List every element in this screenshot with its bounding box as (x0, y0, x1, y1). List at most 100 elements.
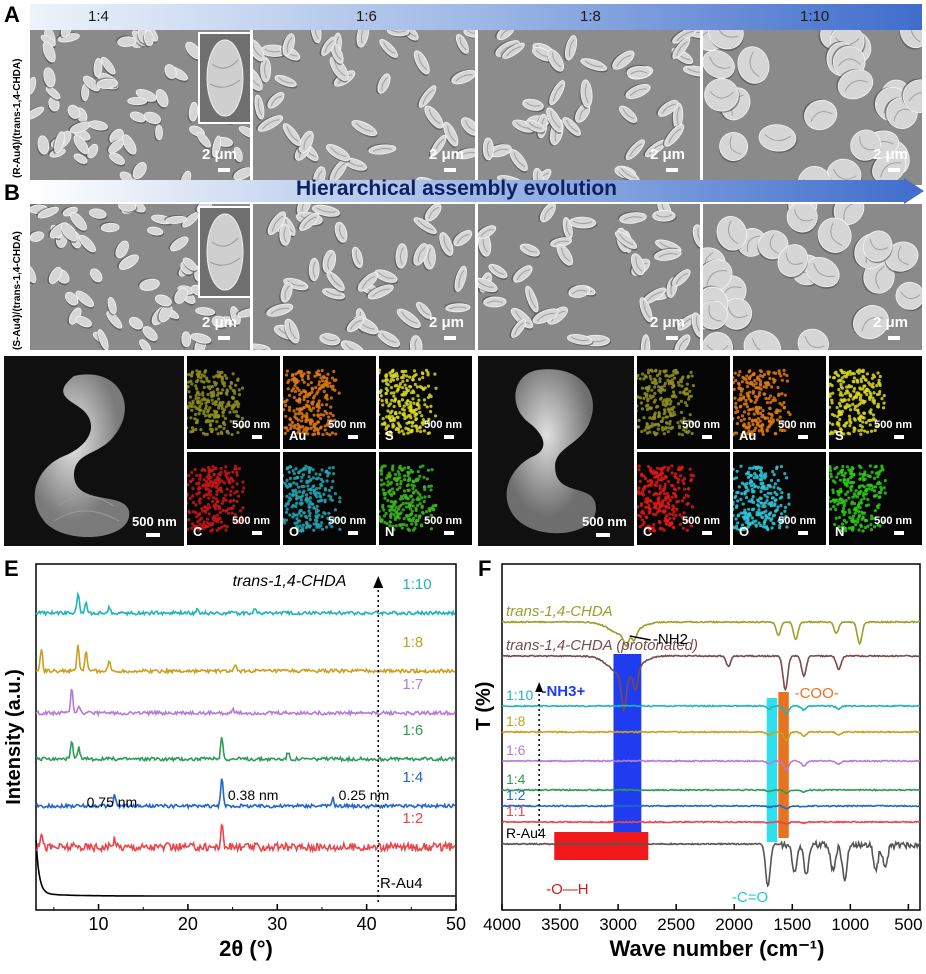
panel-d-map-scale-text: 500 nm (874, 515, 912, 527)
xrd-series-line (35, 688, 457, 718)
ftir-tick-label: 500 (894, 915, 922, 934)
scale-text-a-3: 2 μm (873, 146, 909, 163)
xrd-series-label: 1:8 (402, 634, 423, 651)
assembly-arrow-banner (30, 178, 924, 204)
panel-c-map-label: O (289, 524, 300, 539)
panel-d-map-scale-bar (894, 435, 904, 439)
ftir-label-nh2: -NH2 (653, 631, 688, 648)
panel-d-map-label: C (643, 524, 653, 539)
xrd-frame (35, 563, 457, 911)
ftir-tick-label: 3000 (599, 915, 637, 934)
ftir-series-label: 1:10 (506, 687, 533, 703)
panel-c-map-scale-text: 500 nm (424, 419, 462, 431)
xrd-series-label: 1:6 (402, 722, 423, 739)
scale-bar-b-0 (218, 336, 230, 340)
ftir-tick-label: 3500 (541, 915, 579, 934)
ftir-band-oh (554, 832, 649, 860)
panel-c-map-scale-text: 500 nm (232, 419, 270, 431)
xrd-top-label: trans-1,4-CHDA (233, 573, 347, 590)
sem-a-1-6 (253, 30, 475, 185)
scale-bar-a-1 (444, 168, 456, 172)
ratio-gradient-bar (30, 4, 922, 30)
panel-c-map-label: Au (289, 428, 307, 443)
panel-d-map-scale-text: 500 nm (778, 515, 816, 527)
ftir-series-label: trans-1,4-CHDA (506, 603, 613, 620)
ftir-series-label: 1:6 (506, 742, 526, 758)
scale-text-b-3: 2 μm (873, 314, 909, 331)
panel-c-map-label: C (193, 524, 203, 539)
panel-c-map-scale-text: 500 nm (328, 419, 366, 431)
xrd-series-label: 1:4 (402, 769, 423, 786)
panel-d-main-image: 500 nm (478, 356, 634, 546)
xrd-tick-label: 20 (178, 914, 198, 934)
scale-bar-a-3 (888, 168, 900, 172)
panel-d-map-s: S 500 nm (829, 356, 922, 449)
panel-d-map-c: C 500 nm (637, 452, 730, 545)
ftir-series-line (501, 704, 921, 715)
scale-text-b-2: 2 μm (650, 314, 686, 331)
xrd-series-line (35, 737, 456, 763)
panel-c-map-scale-text: 500 nm (232, 515, 270, 527)
ftir-arrow-nh2 (629, 635, 651, 641)
panel-c-map-scale-text: 500 nm (424, 515, 462, 527)
panel-c-map-scale-bar (444, 435, 454, 439)
sem-b-inset (198, 206, 252, 298)
panel-d-map-scale-bar (702, 435, 712, 439)
xrd-series-line (35, 778, 456, 810)
panel-c-map-c: C 500 nm (187, 452, 280, 545)
ftir-label-nh3: -NH3+ (541, 683, 585, 700)
ftir-series-label: 1:1 (506, 803, 526, 819)
panel-c-map-n: N 500 nm (379, 452, 472, 545)
panel-c-scale-bar (146, 533, 160, 537)
ratio-label-1-10: 1:10 (800, 8, 830, 25)
ftir-series-line (501, 820, 921, 825)
panel-d-scale-bar (596, 533, 610, 537)
xrd-series-line (35, 644, 456, 676)
panel-d-map-n: N 500 nm (829, 452, 922, 545)
sem-b-1-8 (478, 204, 700, 350)
scale-text-b-1: 2 μm (429, 314, 465, 331)
panel-d-map-scale-bar (798, 531, 808, 535)
panel-c-map-scale-bar (252, 531, 262, 535)
panel-c-map-scale-bar (348, 435, 358, 439)
xrd-series-line (35, 823, 456, 854)
panel-letter-f: F (478, 556, 492, 581)
xrd-tick-label: 40 (357, 914, 377, 934)
xrd-annotation: 0.25 nm (339, 787, 390, 803)
sem-row-a: 2 μm 2 μm 2 μm 2 μm (30, 30, 922, 185)
ftir-series-line (501, 759, 921, 771)
ftir-tick-label: 2500 (657, 915, 695, 934)
ftir-series-label: trans-1,4-CHDA (protonated) (506, 637, 698, 654)
scale-bar-a-2 (666, 168, 678, 172)
panel-d-map-scale-bar (798, 435, 808, 439)
ftir-label-co: -C=O (732, 889, 768, 906)
panel-d-map-scale-text: 500 nm (874, 419, 912, 431)
scale-bar-a-0 (218, 168, 230, 172)
sem-a-1-4 (30, 30, 250, 185)
ftir-tick-label: 4000 (483, 915, 521, 934)
ftir-series-line (501, 620, 920, 648)
xrd-annotation: 0.38 nm (228, 787, 279, 803)
panel-letter-a: A (4, 2, 20, 27)
ftir-series-line (501, 730, 921, 742)
xrd-series-label: 1:2 (402, 810, 423, 827)
panel-c-map-o: O 500 nm (283, 452, 376, 545)
panel-c-map-scale-bar (348, 531, 358, 535)
panel-c-map-scale-bar (252, 435, 262, 439)
ratio-label-1-6: 1:6 (356, 8, 377, 25)
xrd-series-line (35, 839, 456, 897)
banner-text: Hierarchical assembly evolution (296, 177, 617, 200)
sem-a-1-10 (703, 30, 922, 185)
panel-d-map-scale-bar (894, 531, 904, 535)
xrd-tick-label: 50 (446, 914, 466, 934)
panel-d-scale-text: 500 nm (582, 514, 627, 529)
scale-text-b-0: 2 μm (202, 314, 238, 331)
panel-c-map-label: S (385, 428, 394, 443)
ftir-series-label: 1:8 (506, 713, 526, 729)
xrd-tick-label: 10 (89, 914, 109, 934)
ftir-series-label: 1:4 (506, 771, 526, 787)
sem-a-1-8 (478, 30, 700, 185)
ftir-tick-label: 1000 (831, 915, 869, 934)
scale-bar-b-1 (444, 336, 456, 340)
ftir-series-line (501, 654, 921, 713)
